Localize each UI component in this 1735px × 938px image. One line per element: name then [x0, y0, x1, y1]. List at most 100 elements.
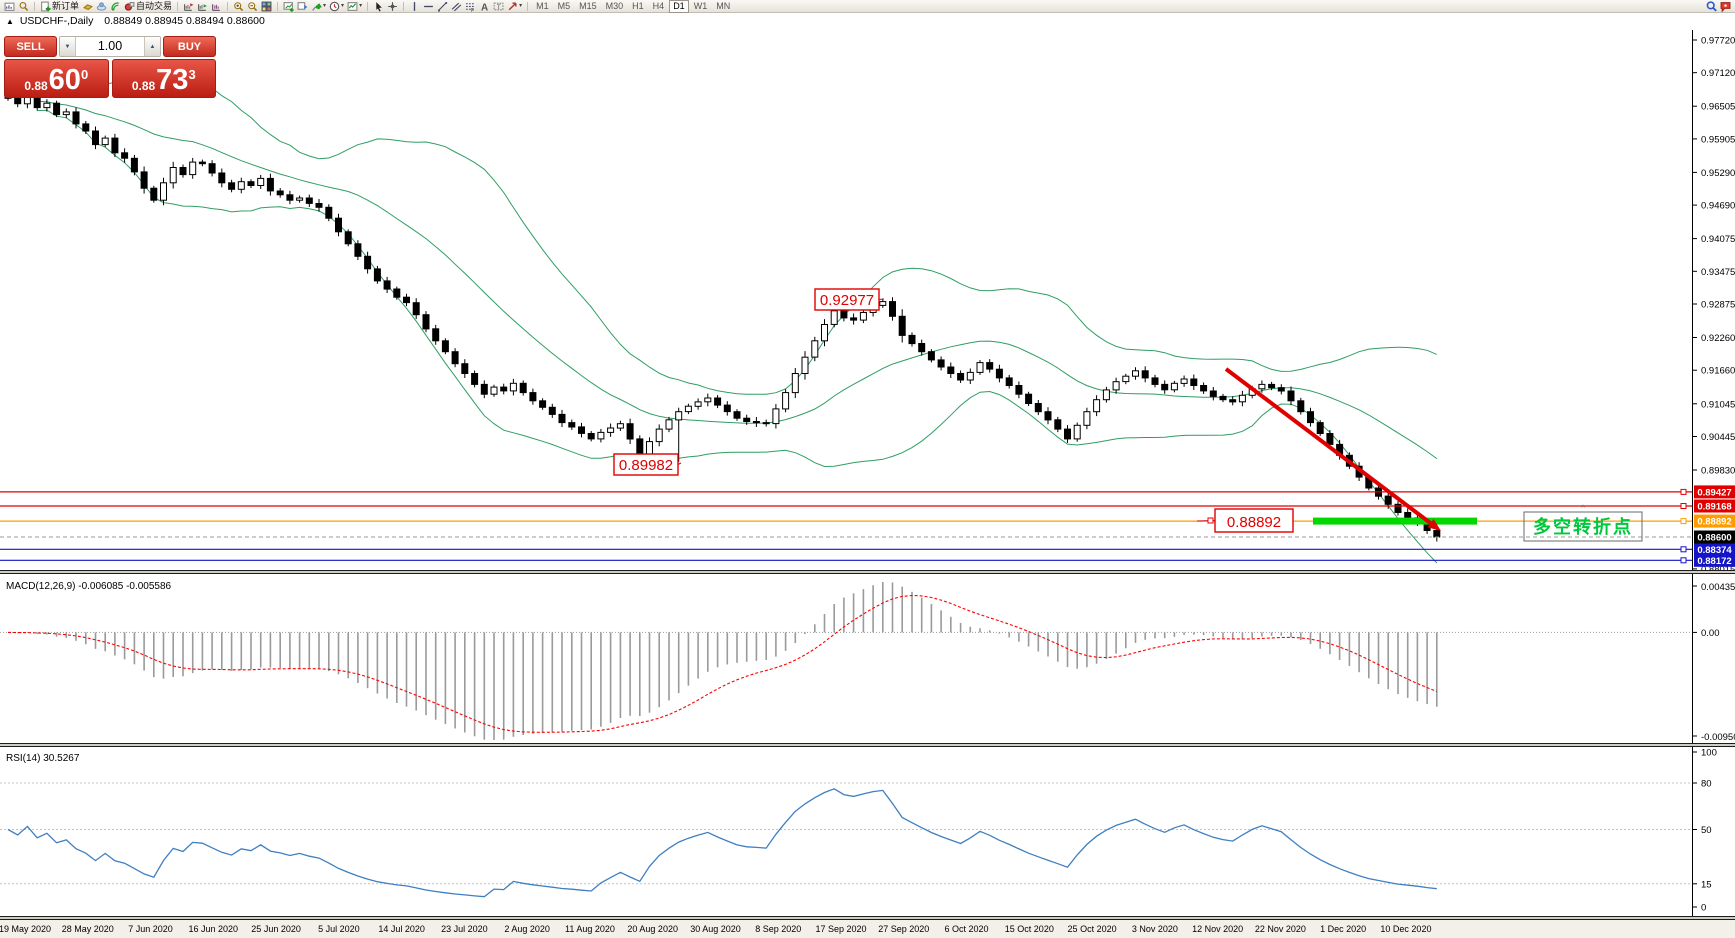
sell-price-pip: 0: [80, 67, 89, 82]
auto-scroll-icon: [198, 3, 207, 11]
chart-next-button[interactable]: [296, 0, 309, 12]
buy-price-big: 73: [156, 64, 189, 96]
text-label-button[interactable]: T: [492, 0, 505, 12]
svg-text:0.88892: 0.88892: [1227, 514, 1281, 531]
toolbar-separator: [227, 1, 229, 11]
new-order-button[interactable]: 新订单: [39, 0, 80, 12]
timeframe-m5-button[interactable]: M5: [557, 0, 571, 11]
arrows-dropdown-icon[interactable]: ▾: [519, 2, 523, 9]
svg-text:0.89830: 0.89830: [1701, 466, 1735, 477]
text-button[interactable]: A: [478, 0, 491, 12]
panel-separator[interactable]: [0, 570, 1735, 574]
timeframe-m1-button[interactable]: M1: [536, 0, 549, 11]
timeframe-m15-button[interactable]: M15: [579, 0, 597, 11]
volume-decrease-button[interactable]: ▼: [60, 37, 76, 56]
volume-input[interactable]: 1.00: [97, 39, 123, 53]
buy-button[interactable]: BUY: [163, 36, 216, 57]
data-window-button[interactable]: [17, 0, 30, 12]
date-label: 15 Oct 2020: [1004, 924, 1054, 934]
chat-button[interactable]: [1719, 0, 1732, 12]
profile-button[interactable]: [95, 0, 108, 12]
panel-separator[interactable]: [0, 743, 1735, 747]
horizontal-level-lines[interactable]: [0, 488, 1692, 564]
price-callout[interactable]: 0.92977: [814, 288, 885, 311]
periods-clock-dropdown-icon[interactable]: ▾: [341, 2, 345, 9]
toolbar-separator: [277, 1, 279, 11]
price-callout[interactable]: 0.89982: [613, 453, 682, 476]
templates-icon: [347, 1, 358, 11]
arrows-icon: [508, 1, 517, 10]
timeframe-w1-button[interactable]: W1: [693, 0, 708, 11]
turning-point-note[interactable]: ^ 多空转折点: [1523, 505, 1643, 542]
date-axis[interactable]: 19 May 2020 28 May 2020 7 Jun 2020 16 Jun 2…: [0, 920, 1735, 938]
date-label: 20 Aug 2020: [627, 924, 678, 934]
step-back-button[interactable]: [210, 0, 223, 12]
signals-button[interactable]: [109, 0, 122, 12]
deposit-button[interactable]: [81, 0, 94, 12]
candles-layer: [4, 91, 1441, 542]
timeframe-mn-button[interactable]: MN: [716, 0, 731, 11]
buy-price-tile[interactable]: 0.88 73 3: [111, 59, 216, 98]
date-label: 25 Jun 2020: [251, 924, 301, 934]
new-order-icon: [41, 1, 51, 11]
horizontal-line-button[interactable]: [422, 0, 435, 12]
svg-text:A: A: [481, 2, 488, 12]
zoom-out-button[interactable]: [246, 0, 259, 12]
equidistant-channel-button[interactable]: [450, 0, 463, 12]
toolbar-separator: [177, 1, 179, 11]
date-label: 30 Aug 2020: [690, 924, 741, 934]
indicators-add-dropdown-icon[interactable]: ▾: [323, 2, 327, 9]
chart-shift-button[interactable]: [182, 0, 195, 12]
chart-shift-icon: [184, 2, 194, 11]
timeframe-h4-button[interactable]: H4: [652, 0, 665, 11]
templates-dropdown-icon[interactable]: ▾: [359, 2, 363, 9]
date-label: 16 Jun 2020: [188, 924, 239, 934]
new-chart-button[interactable]: [282, 0, 295, 12]
date-label: 19 May 2020: [0, 924, 52, 934]
indicators-add-icon: [312, 2, 322, 11]
trendline-button[interactable]: [436, 0, 449, 12]
volume-increase-button[interactable]: ▲: [144, 37, 160, 56]
auto-scroll-button[interactable]: [196, 0, 209, 12]
periods-clock-button[interactable]: ▾: [328, 0, 345, 12]
search-button[interactable]: [1705, 0, 1718, 12]
date-label: 6 Oct 2020: [944, 924, 989, 934]
sell-price-tile[interactable]: 0.88 60 0: [4, 59, 109, 98]
svg-text:100: 100: [1701, 748, 1717, 759]
date-label: 22 Nov 2020: [1254, 924, 1306, 934]
equidistant-channel-icon: [451, 2, 462, 11]
svg-text:80: 80: [1701, 779, 1712, 790]
chart-list-button[interactable]: [3, 0, 16, 12]
svg-text:0.004351: 0.004351: [1701, 582, 1735, 593]
fibonacci-icon: F: [466, 2, 475, 12]
vertical-line-button[interactable]: [408, 0, 421, 12]
collapse-panel-arrow-icon[interactable]: ▲: [6, 17, 14, 26]
rsi-panel: RSI(14) 30.5267 100 80 50 15 0: [0, 748, 1717, 914]
arrows-button[interactable]: ▾: [506, 0, 523, 12]
new-order-label: 新订单: [52, 0, 80, 11]
deposit-icon: [83, 3, 93, 10]
price-chart[interactable]: 0.92977 0.89982 0.88892 ^ 多空转折点 0.97720 0.9712…: [0, 28, 1735, 920]
timeframe-d1-button[interactable]: D1: [669, 0, 689, 13]
svg-text:0.92875: 0.92875: [1701, 300, 1735, 311]
indicators-add-button[interactable]: ▾: [310, 0, 327, 12]
zoom-in-button[interactable]: [232, 0, 245, 12]
crosshair-button[interactable]: [386, 0, 399, 12]
templates-button[interactable]: ▾: [346, 0, 363, 12]
panel-separator[interactable]: [0, 916, 1735, 920]
tile-windows-button[interactable]: [260, 0, 273, 12]
zoom-in-icon: [234, 1, 244, 11]
auto-trading-button[interactable]: 自动交易: [123, 0, 173, 12]
support-highlight-line[interactable]: [1313, 517, 1477, 525]
price-axis[interactable]: 0.97720 0.97120 0.96505 0.95905 0.95290 0.946…: [1692, 30, 1735, 916]
fibonacci-button[interactable]: F: [464, 0, 477, 12]
price-callout[interactable]: 0.88892: [1196, 508, 1294, 533]
trend-arrow[interactable]: [1224, 367, 1441, 531]
toolbar-separator: [403, 1, 405, 11]
timeframe-m30-button[interactable]: M30: [605, 0, 624, 11]
cursor-button[interactable]: [372, 0, 385, 12]
timeframe-h1-button[interactable]: H1: [632, 0, 644, 11]
svg-text:T: T: [497, 3, 501, 10]
sell-button[interactable]: SELL: [4, 36, 57, 57]
auto-trading-label: 自动交易: [136, 0, 173, 11]
